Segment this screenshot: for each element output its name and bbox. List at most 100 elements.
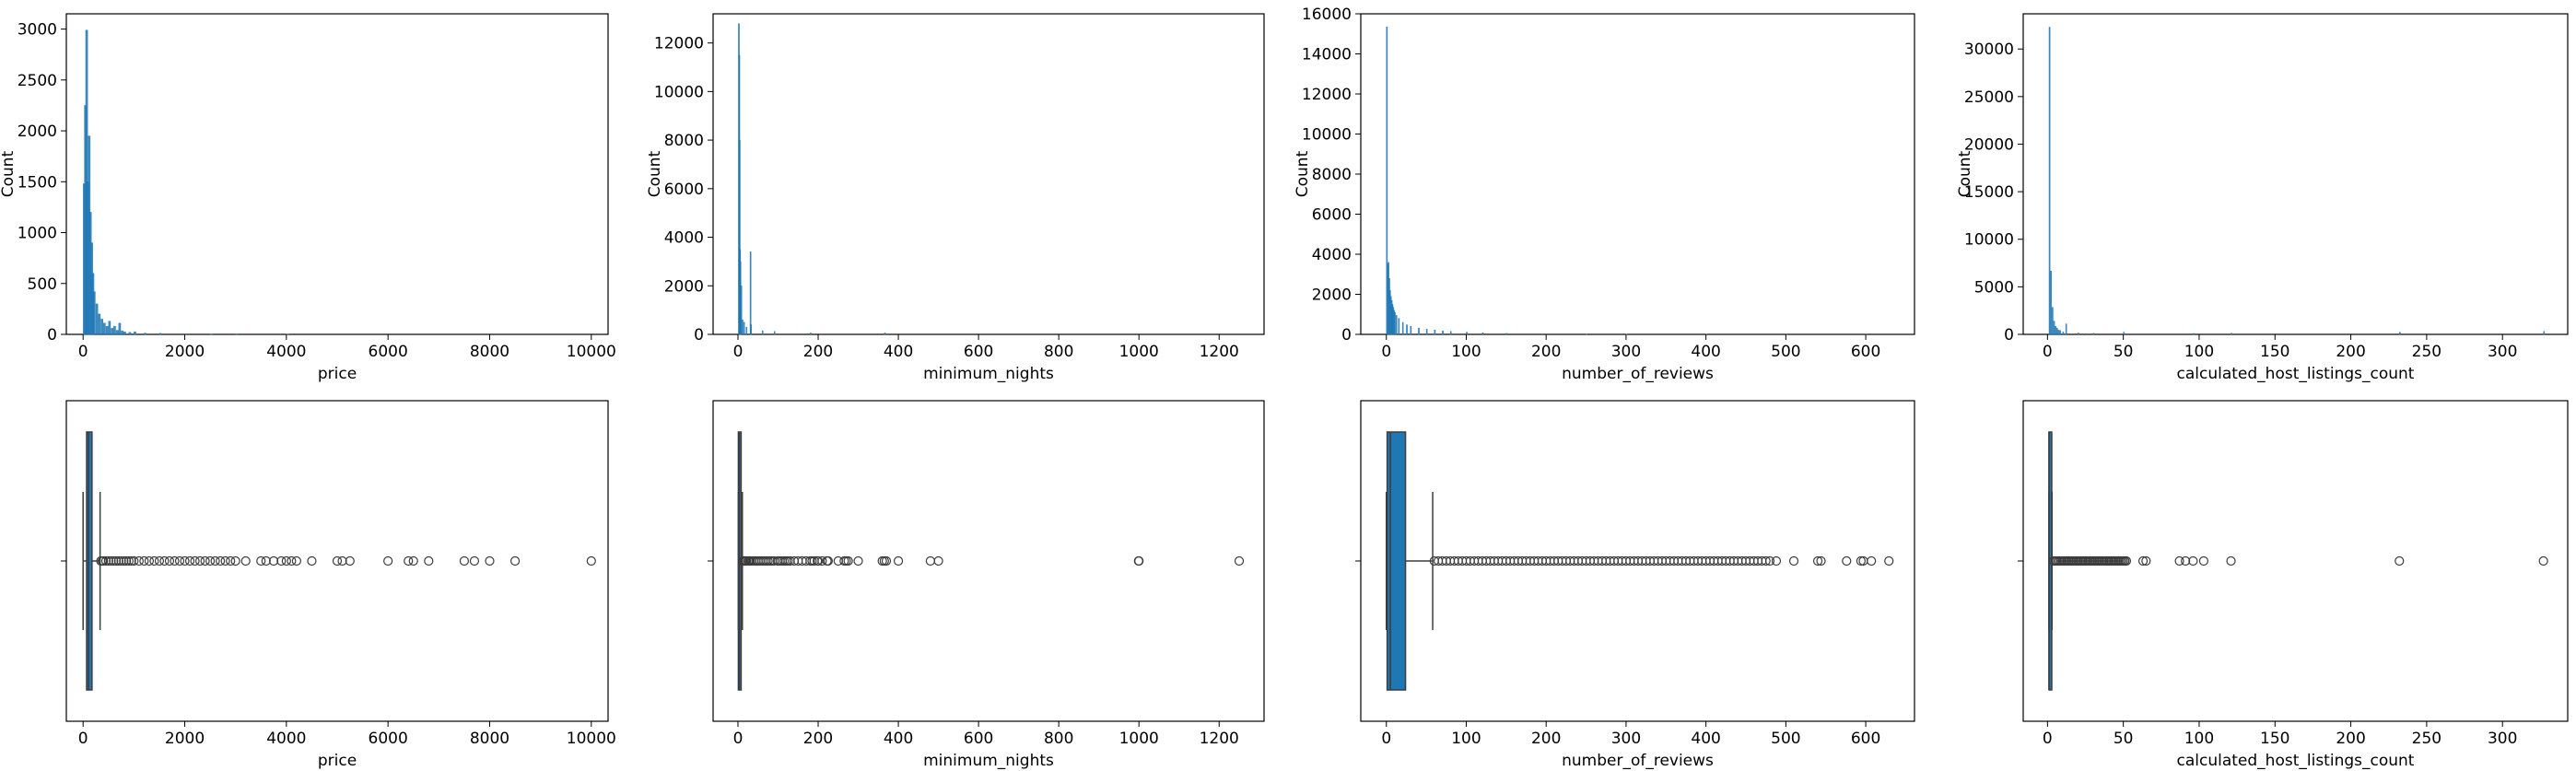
outlier-point <box>817 555 827 567</box>
histogram-bar <box>2053 321 2055 335</box>
histogram-bar <box>1466 332 1468 335</box>
y-axis-label: Count <box>1294 150 1312 197</box>
y-axis-label: Count <box>0 150 18 197</box>
x-tick-label: 600 <box>964 343 993 361</box>
outlier-point <box>1234 555 1245 567</box>
x-tick-label: 8000 <box>470 730 509 748</box>
outlier-point <box>1842 555 1852 567</box>
outlier-point <box>154 555 165 567</box>
outlier-point <box>332 555 343 567</box>
x-tick-label: 6000 <box>369 343 408 361</box>
outlier-point <box>2198 555 2209 567</box>
outlier-point <box>116 555 126 567</box>
x-tick-label: 100 <box>1451 343 1481 361</box>
y-tick-label: 6000 <box>1312 206 1352 225</box>
outlier-point <box>226 555 236 567</box>
histogram-bar <box>235 333 239 335</box>
x-tick-label: 200 <box>803 343 833 361</box>
outlier-point <box>2137 555 2149 567</box>
x-tick-label: 200 <box>2336 730 2365 748</box>
x-tick-label: 300 <box>2488 343 2517 361</box>
y-tick-label: 1500 <box>18 173 57 192</box>
histogram-minimum_nights: 0 200 400 600 800 1000 1200 minimum_nights 0 2000… <box>646 13 1265 383</box>
histogram-bar <box>2059 330 2061 335</box>
histogram-bar <box>100 319 103 335</box>
histogram-bar <box>1425 329 1428 335</box>
histogram-bar <box>2056 328 2058 335</box>
y-tick-label: 20000 <box>1964 135 2014 154</box>
x-tick-label: 2000 <box>165 730 205 748</box>
x-tick-label: 400 <box>1691 730 1720 748</box>
outlier-point <box>1812 555 1823 567</box>
outlier-point <box>109 555 119 567</box>
outlier-point <box>459 555 469 567</box>
histogram-bar <box>773 331 776 335</box>
axes-frame <box>712 13 1265 335</box>
y-tick-label: 2000 <box>1312 286 1352 305</box>
histogram-bar <box>118 322 122 335</box>
outlier-point <box>190 555 200 567</box>
y-axis-label: Count <box>1956 150 1974 197</box>
outlier-point <box>586 555 596 567</box>
outlier-point <box>106 555 116 567</box>
outlier-point <box>134 555 144 567</box>
outlier-point <box>2538 555 2548 567</box>
histogram-bar <box>2048 27 2051 335</box>
x-axis-label: calculated_host_listings_count <box>2177 365 2415 383</box>
histogram-bar <box>1442 330 1444 335</box>
outlier-point <box>119 555 129 567</box>
outlier-point <box>111 555 122 567</box>
histogram-bar <box>1401 321 1404 335</box>
x-tick-label: 150 <box>2260 730 2289 748</box>
histogram-bar <box>134 332 136 335</box>
outlier-point <box>281 555 291 567</box>
outlier-point <box>139 555 149 567</box>
histogram-bar <box>1418 327 1420 335</box>
outlier-point <box>1867 555 1877 567</box>
outlier-point <box>2226 555 2236 567</box>
x-tick-label: 4000 <box>266 343 306 361</box>
outlier-point <box>853 555 863 567</box>
x-axis-label: minimum_nights <box>923 752 1054 770</box>
histogram-bar <box>144 333 146 335</box>
x-tick-label: 0 <box>1381 730 1391 748</box>
x-tick-label: 200 <box>803 730 833 748</box>
outlier-point <box>879 555 889 567</box>
boxplot-minimum_nights: 0 200 400 600 800 1000 1200 minimum_nights <box>708 400 1265 770</box>
histogram-bar <box>1449 331 1452 335</box>
histogram-bar <box>2057 330 2060 335</box>
outlier-point <box>220 555 230 567</box>
y-tick-label: 12000 <box>654 35 704 53</box>
histogram-bar <box>745 326 748 335</box>
outlier-point <box>184 555 195 567</box>
outlier-point <box>100 555 111 567</box>
histogram-bar <box>810 333 812 335</box>
histogram-bar <box>1505 333 1508 335</box>
x-tick-label: 400 <box>884 343 913 361</box>
outlier-point <box>2121 555 2132 567</box>
x-tick-label: 200 <box>1531 343 1561 361</box>
outlier-point <box>291 555 301 567</box>
outlier-point <box>287 555 297 567</box>
outlier-point <box>337 555 347 567</box>
x-axis-label: number_of_reviews <box>1562 752 1714 770</box>
y-tick-label: 4000 <box>664 229 704 248</box>
x-tick-label: 300 <box>2488 730 2517 748</box>
x-tick-label: 600 <box>964 730 993 748</box>
outlier-point <box>345 555 355 567</box>
outlier-point <box>170 555 180 567</box>
y-tick-label: 10000 <box>1302 126 1352 145</box>
outlier-point <box>1771 555 1782 567</box>
outlier-point <box>159 555 170 567</box>
histogram-bar <box>158 333 162 335</box>
outlier-point <box>2181 555 2191 567</box>
histogram-bar <box>121 330 123 335</box>
outlier-point <box>485 555 495 567</box>
y-tick-label: 15000 <box>1964 183 2014 202</box>
axes-frame <box>65 13 609 335</box>
outlier-point <box>1764 555 1775 567</box>
histogram-bar <box>2123 332 2125 335</box>
outlier-point <box>113 555 123 567</box>
x-tick-label: 10000 <box>567 343 616 361</box>
x-tick-label: 400 <box>884 730 913 748</box>
